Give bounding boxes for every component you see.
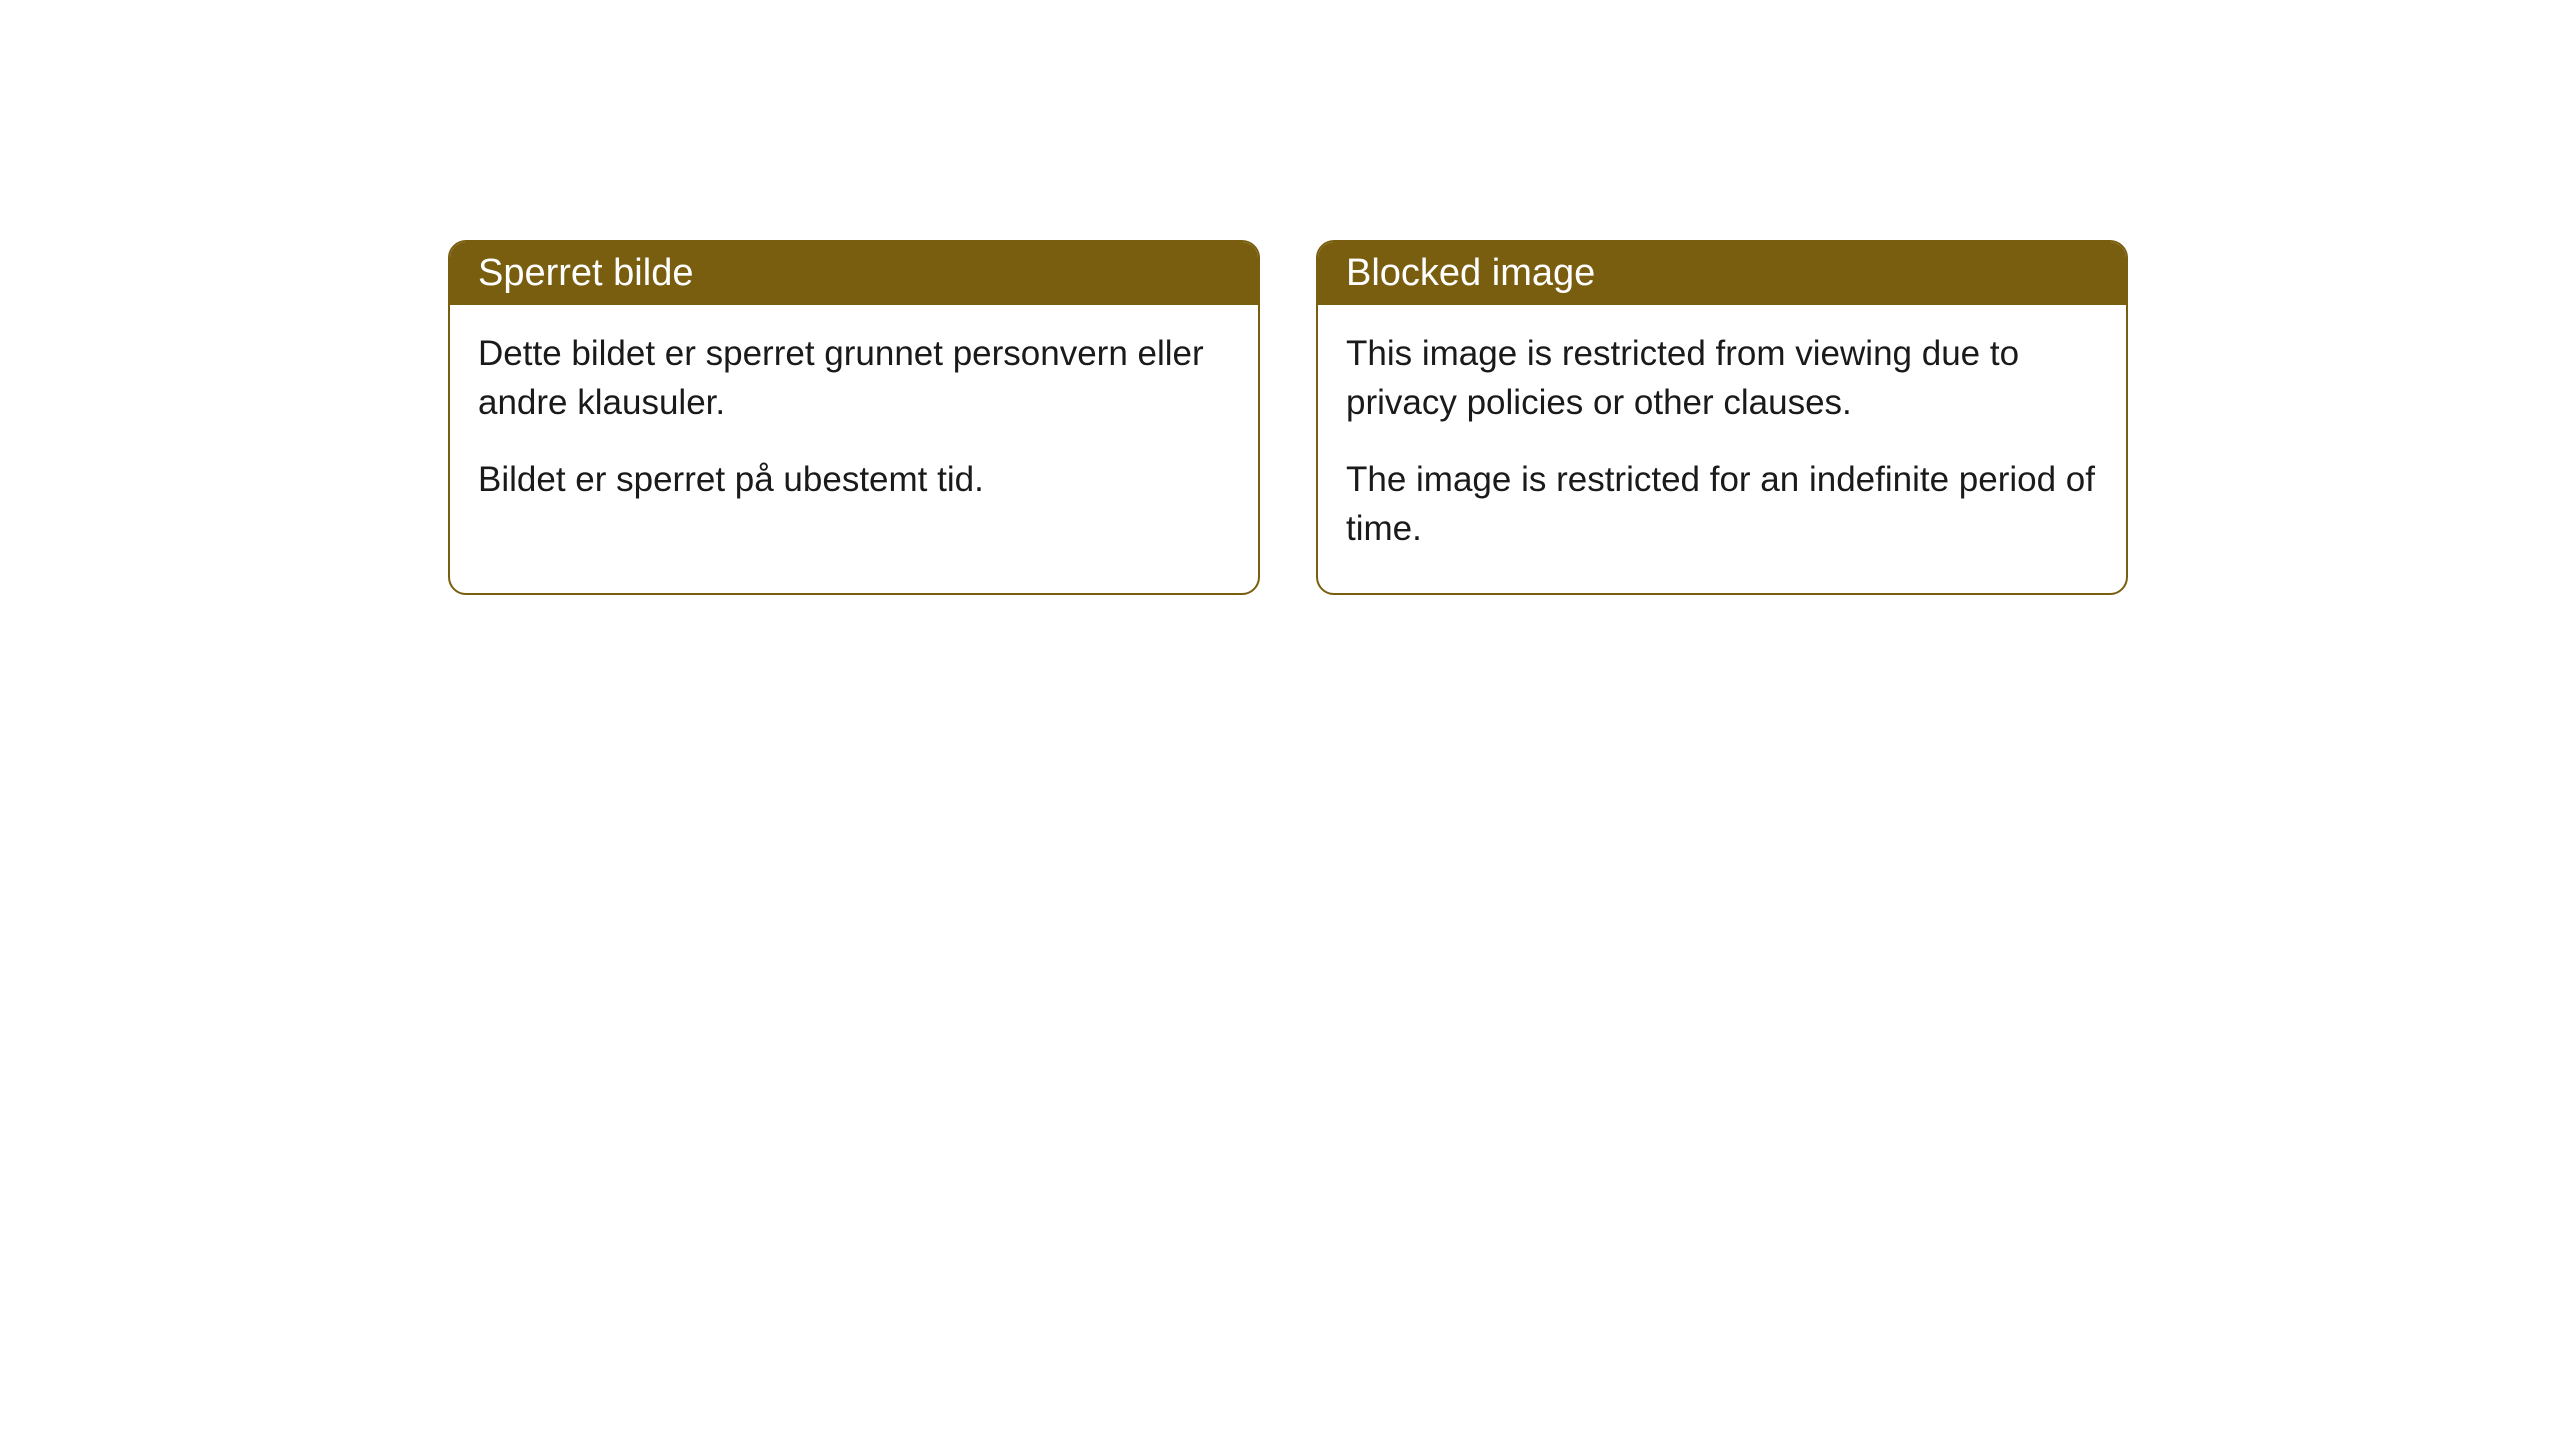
blocked-image-card-norwegian: Sperret bilde Dette bildet er sperret gr…: [448, 240, 1260, 595]
card-paragraph: The image is restricted for an indefinit…: [1346, 455, 2098, 553]
card-body: This image is restricted from viewing du…: [1318, 305, 2126, 593]
card-body: Dette bildet er sperret grunnet personve…: [450, 305, 1258, 544]
card-paragraph: Dette bildet er sperret grunnet personve…: [478, 329, 1230, 427]
card-header: Sperret bilde: [450, 242, 1258, 305]
card-title: Sperret bilde: [478, 252, 693, 294]
cards-container: Sperret bilde Dette bildet er sperret gr…: [0, 0, 2560, 595]
card-paragraph: This image is restricted from viewing du…: [1346, 329, 2098, 427]
card-title: Blocked image: [1346, 252, 1595, 294]
card-header: Blocked image: [1318, 242, 2126, 305]
blocked-image-card-english: Blocked image This image is restricted f…: [1316, 240, 2128, 595]
card-paragraph: Bildet er sperret på ubestemt tid.: [478, 455, 1230, 504]
